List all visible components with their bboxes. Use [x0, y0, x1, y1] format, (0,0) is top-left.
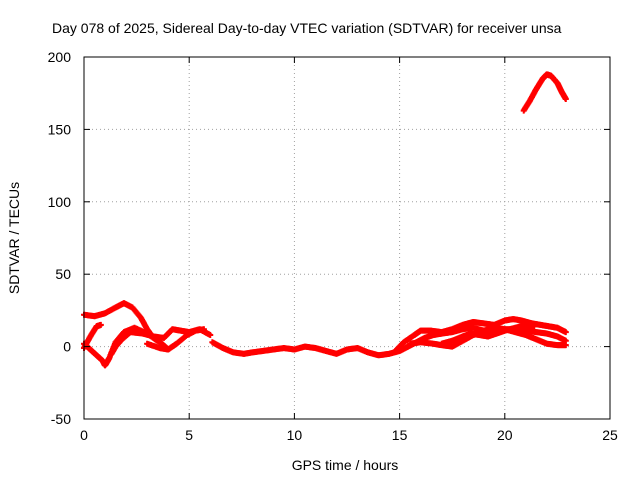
y-axis-label: SDTVAR / TECUs	[6, 182, 22, 294]
series-track-c	[81, 321, 104, 352]
y-tick-label: 150	[48, 121, 72, 137]
x-axis-label: GPS time / hours	[292, 457, 399, 473]
y-tick-label: -50	[51, 411, 71, 427]
plot-frame	[83, 56, 611, 420]
grid-lines	[84, 57, 610, 419]
x-tick-label: 0	[80, 427, 88, 443]
y-tick-label: 50	[55, 266, 71, 282]
x-tick-label: 5	[185, 427, 193, 443]
data-point	[562, 329, 569, 336]
series-track-i	[438, 321, 538, 347]
series-track-e	[144, 326, 207, 353]
data-point	[562, 95, 569, 102]
data-series	[81, 71, 569, 369]
x-tick-label: 10	[287, 427, 303, 443]
y-tick-label: 0	[63, 339, 71, 355]
data-point	[200, 326, 207, 333]
data-point	[562, 342, 569, 349]
y-tick-label: 200	[48, 49, 72, 65]
x-tick-label: 15	[392, 427, 408, 443]
series-track-j	[520, 71, 569, 114]
y-tick-label: 100	[48, 194, 72, 210]
data-point	[207, 332, 214, 339]
data-point	[97, 321, 104, 328]
x-tick-label: 20	[497, 427, 513, 443]
chart-title: Day 078 of 2025, Sidereal Day-to-day VTE…	[52, 20, 562, 36]
series-track-b	[81, 324, 161, 369]
axis-ticks: 0 5 10 15 20 25 -50 0 50 100 150 200	[48, 49, 618, 443]
data-point	[531, 323, 538, 330]
x-tick-label: 25	[602, 427, 618, 443]
